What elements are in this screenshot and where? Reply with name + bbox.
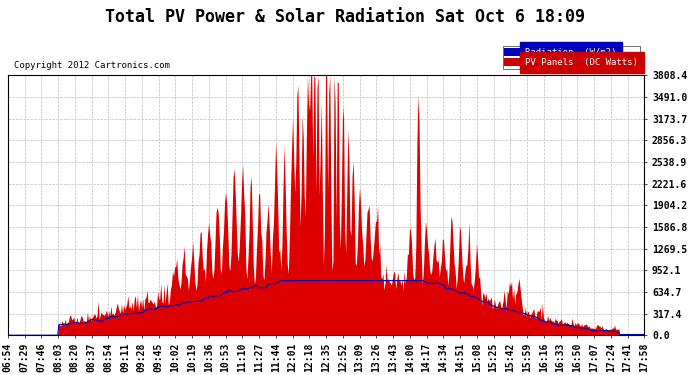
Text: Total PV Power & Solar Radiation Sat Oct 6 18:09: Total PV Power & Solar Radiation Sat Oct… [105,8,585,26]
Legend: Radiation  (W/m2), PV Panels  (DC Watts): Radiation (W/m2), PV Panels (DC Watts) [502,46,640,69]
Text: Copyright 2012 Cartronics.com: Copyright 2012 Cartronics.com [14,61,170,70]
